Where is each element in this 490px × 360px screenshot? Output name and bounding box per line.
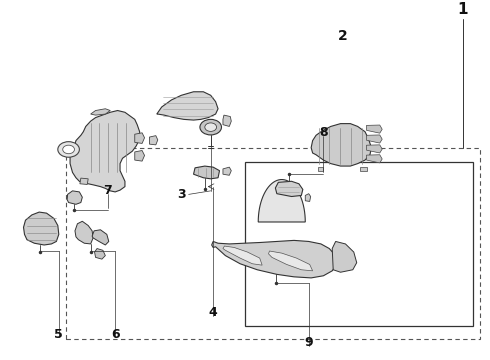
Bar <box>245 162 473 327</box>
Polygon shape <box>91 109 110 115</box>
Polygon shape <box>135 133 145 143</box>
Polygon shape <box>212 240 337 278</box>
Text: 3: 3 <box>177 189 186 202</box>
Polygon shape <box>24 212 59 245</box>
Polygon shape <box>318 167 323 171</box>
Polygon shape <box>95 248 105 259</box>
Polygon shape <box>223 167 231 175</box>
Polygon shape <box>75 221 93 244</box>
Polygon shape <box>70 111 140 192</box>
Polygon shape <box>367 155 382 163</box>
Circle shape <box>205 123 217 131</box>
Polygon shape <box>360 167 367 171</box>
Polygon shape <box>269 251 313 271</box>
Polygon shape <box>149 136 158 145</box>
Text: 8: 8 <box>319 126 328 139</box>
Polygon shape <box>258 180 305 222</box>
Polygon shape <box>275 181 303 197</box>
Polygon shape <box>311 123 371 166</box>
Text: 1: 1 <box>458 3 468 17</box>
Polygon shape <box>332 242 357 272</box>
Text: 4: 4 <box>209 306 218 319</box>
Bar <box>66 148 480 339</box>
Polygon shape <box>92 230 109 245</box>
Polygon shape <box>367 125 382 133</box>
Polygon shape <box>367 145 382 153</box>
Text: 2: 2 <box>338 29 348 43</box>
Circle shape <box>200 120 221 135</box>
Polygon shape <box>223 246 262 265</box>
Circle shape <box>63 145 74 154</box>
Polygon shape <box>157 92 218 120</box>
Polygon shape <box>194 166 220 179</box>
Polygon shape <box>367 135 382 143</box>
Polygon shape <box>305 194 311 202</box>
Circle shape <box>58 142 79 157</box>
Polygon shape <box>80 178 88 184</box>
Polygon shape <box>67 191 82 204</box>
Polygon shape <box>223 115 231 126</box>
Text: 5: 5 <box>54 328 63 341</box>
Text: 9: 9 <box>304 336 313 350</box>
Text: 7: 7 <box>103 184 112 197</box>
Text: 6: 6 <box>111 328 120 341</box>
Polygon shape <box>135 150 145 161</box>
